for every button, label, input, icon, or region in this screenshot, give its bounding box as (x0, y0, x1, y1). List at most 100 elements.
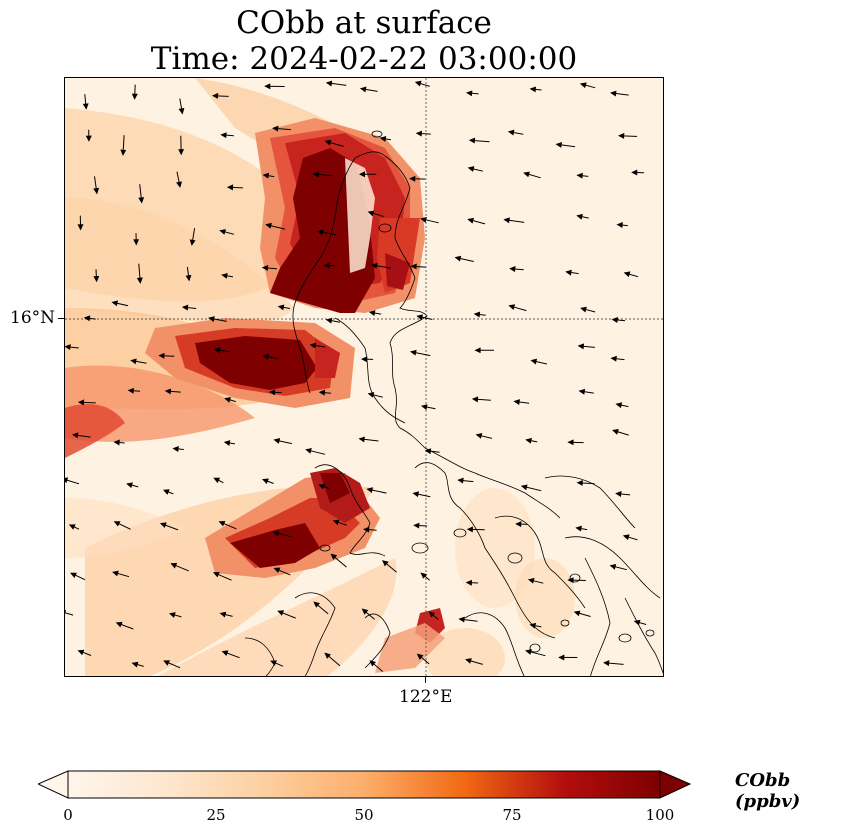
wind-arrow-head (178, 107, 185, 115)
wind-arrow-head (181, 304, 189, 311)
wind-arrow-head (185, 274, 192, 282)
wind-arrow-head (368, 310, 376, 316)
wind-arrow-head (325, 317, 333, 324)
wind-arrow-head (530, 358, 538, 365)
wind-arrow-head (379, 135, 387, 142)
wind-arrow-head (273, 567, 281, 574)
wind-arrow-head (164, 388, 172, 395)
wind-arrow-head (359, 86, 367, 93)
wind-arrow-head (412, 491, 420, 498)
wind-arrow-head (82, 103, 89, 110)
wind-arrow-head (509, 266, 516, 273)
wind-arrow-head (424, 448, 432, 455)
wind-arrow-head (318, 483, 326, 490)
wind-arrow-head (615, 491, 622, 497)
wind-arrow-head (615, 402, 623, 409)
lat-tick-label: 16°N (10, 308, 56, 328)
wind-arrow-head (513, 399, 521, 406)
wind-arrow-head (65, 344, 71, 351)
wind-arrow-head (221, 650, 229, 657)
wind-arrow-head (126, 482, 133, 489)
wind-arrow-head (575, 525, 582, 532)
wind-arrow-head (414, 80, 422, 87)
wind-arrow-head (65, 477, 69, 484)
wind-arrow-head (218, 520, 226, 527)
wind-arrow-head (272, 125, 279, 132)
wind-arrow-head (77, 649, 85, 656)
wind-arrow-head (312, 171, 319, 178)
coastlines (244, 130, 663, 676)
wind-arrow-head (131, 661, 139, 668)
wind-arrow-head (420, 572, 428, 579)
wind-arrow-head (262, 172, 270, 179)
wind-arrow-head (369, 660, 376, 667)
wind-arrow-head (467, 217, 474, 224)
wind-arrow-head (576, 172, 583, 179)
wind-arrow-head (169, 612, 176, 618)
lat-tick-mark (58, 318, 64, 319)
wind-arrow-head (93, 187, 100, 195)
wind-arrow-head (576, 213, 583, 220)
wind-arrow-head (466, 526, 473, 533)
wind-arrow-head (130, 358, 137, 365)
wind-arrow-head (325, 80, 333, 87)
wind-arrow-head (468, 137, 476, 144)
wind-arrow-head (503, 217, 510, 224)
wind-arrow-head (77, 399, 85, 406)
wind-arrow-head (313, 601, 321, 608)
colorbar-tick-100: 100 (645, 806, 675, 824)
wind-arrow-head (622, 534, 630, 541)
wind-arrow-head (508, 304, 516, 311)
map-title-line2: Time: 2024-02-22 03:00:00 (150, 41, 578, 77)
wind-arrow-head (112, 570, 119, 577)
wind-arrow-head (475, 432, 483, 439)
wind-arrow-head (268, 389, 276, 396)
wind-arrow-head (261, 265, 269, 271)
wind-arrow-head (465, 579, 473, 586)
colorbar-label: CObb (ppbv) (735, 770, 801, 812)
wind-arrow-head (120, 149, 127, 156)
wind-arrow-head (409, 175, 416, 182)
wind-arrow-head (578, 388, 586, 395)
wind-arrow-head (70, 572, 77, 579)
wind-arrow-head (631, 169, 638, 176)
colorbar (38, 770, 692, 799)
wind-arrow-head (221, 273, 228, 279)
wind-arrow-head (520, 484, 528, 491)
wind-arrow-head (264, 83, 271, 90)
wind-arrow-head (565, 269, 572, 276)
wind-arrow-head (558, 654, 565, 661)
wind-arrow-head (467, 166, 475, 172)
wind-arrow-head (332, 519, 340, 526)
wind-arrow-head (580, 306, 587, 313)
wind-arrow-head (410, 263, 417, 270)
wind-arrow-head (277, 304, 285, 311)
wind-arrow-head (579, 82, 587, 89)
wind-arrow-head (525, 649, 532, 655)
wind-arrow-head (473, 311, 481, 318)
wind-arrow-head (618, 132, 625, 139)
wind-arrow-head (115, 621, 123, 628)
wind-arrow-head (612, 428, 619, 435)
wind-arrow-head (529, 86, 537, 93)
colorbar-extend-max (659, 770, 692, 799)
wind-arrow-head (262, 353, 270, 360)
wind-arrow-head (224, 397, 232, 403)
wind-arrow-head (208, 316, 215, 322)
colorbar-tick-0: 0 (63, 806, 73, 824)
wind-arrow-head (305, 448, 312, 454)
wind-arrow-head (318, 389, 326, 396)
wind-arrow-head (219, 611, 227, 618)
wind-arrow-head (458, 616, 465, 623)
wind-arrow-head (178, 149, 185, 156)
wind-arrow-head (523, 171, 530, 178)
map-panel (64, 77, 664, 677)
wind-arrow-head (211, 92, 219, 99)
wind-arrow-head (529, 622, 537, 629)
wind-arrow-head (273, 438, 281, 444)
wind-arrow-head (159, 522, 167, 529)
lon-tick-label: 122°E (399, 687, 453, 707)
wind-arrow-head (420, 404, 428, 410)
wind-arrow-head (113, 439, 120, 446)
wind-arrow-head (213, 477, 221, 484)
